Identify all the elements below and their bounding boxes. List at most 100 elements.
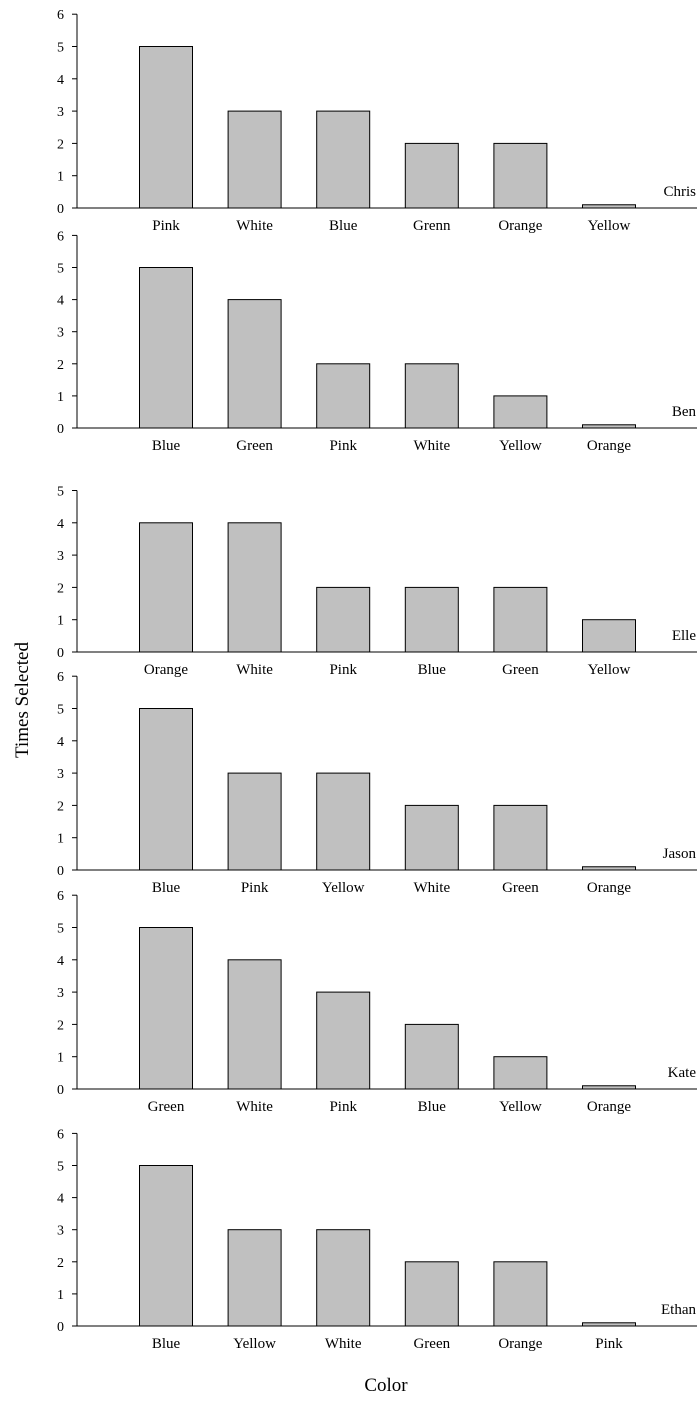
bar bbox=[582, 1322, 636, 1327]
panel-name: Chris bbox=[663, 184, 696, 200]
y-tick-label: 0 bbox=[57, 202, 64, 217]
category-label: White bbox=[236, 1099, 273, 1115]
panel-name: Kate bbox=[668, 1065, 697, 1081]
category-label: White bbox=[413, 880, 450, 896]
bar bbox=[139, 1165, 193, 1327]
y-tick-label: 6 bbox=[57, 1127, 64, 1142]
y-tick-label: 2 bbox=[57, 137, 64, 152]
y-tick-label: 5 bbox=[57, 41, 64, 56]
bar bbox=[582, 204, 636, 209]
bar bbox=[139, 522, 193, 653]
category-label: Blue bbox=[329, 218, 358, 234]
bar bbox=[227, 299, 282, 429]
category-label: Orange bbox=[587, 880, 631, 896]
y-tick-label: 0 bbox=[57, 1083, 64, 1098]
category-label: Blue bbox=[152, 1336, 181, 1352]
category-label: Pink bbox=[152, 218, 180, 234]
y-tick-label: 0 bbox=[57, 646, 64, 661]
category-label: Yellow bbox=[499, 438, 542, 454]
y-tick-label: 3 bbox=[57, 105, 64, 120]
y-tick-label: 0 bbox=[57, 864, 64, 879]
bar bbox=[404, 1023, 459, 1090]
y-tick-label: 0 bbox=[57, 1320, 64, 1335]
y-tick-label: 5 bbox=[57, 1160, 64, 1175]
y-tick-label: 6 bbox=[57, 670, 64, 685]
category-label: White bbox=[325, 1336, 362, 1352]
category-label: Pink bbox=[241, 880, 269, 896]
category-label: Blue bbox=[418, 1099, 447, 1115]
panel-name: Ben bbox=[672, 404, 697, 420]
bar bbox=[404, 804, 459, 871]
category-label: Grenn bbox=[413, 218, 451, 234]
category-label: Green bbox=[236, 438, 273, 454]
y-tick-label: 4 bbox=[57, 954, 64, 969]
y-tick-label: 5 bbox=[57, 922, 64, 937]
category-label: Orange bbox=[498, 1336, 542, 1352]
y-tick-label: 0 bbox=[57, 422, 64, 437]
bar bbox=[582, 866, 636, 871]
category-label: Orange bbox=[498, 218, 542, 234]
bar bbox=[316, 110, 371, 209]
category-label: Yellow bbox=[499, 1099, 542, 1115]
bar bbox=[493, 1056, 548, 1090]
y-tick-label: 1 bbox=[57, 1051, 64, 1066]
panel-chris: 0 1 2 3 4 5 6 Pink White Blue Grenn Orange Yellow Chr… bbox=[57, 8, 697, 234]
panel-ethan: 0 1 2 3 4 5 6 Blue Yellow White Green Orange Pink Eth… bbox=[57, 1127, 697, 1352]
category-label: Blue bbox=[152, 880, 181, 896]
y-tick-label: 3 bbox=[57, 1224, 64, 1239]
y-tick-label: 3 bbox=[57, 986, 64, 1001]
panel-name: Elle bbox=[672, 628, 696, 644]
y-tick-label: 3 bbox=[57, 549, 64, 564]
y-tick-label: 3 bbox=[57, 326, 64, 341]
y-tick-label: 6 bbox=[57, 8, 64, 23]
category-label: Yellow bbox=[588, 662, 631, 678]
bar bbox=[227, 522, 282, 653]
category-label: Green bbox=[148, 1099, 185, 1115]
bar bbox=[582, 1085, 636, 1090]
bar bbox=[139, 927, 193, 1090]
y-tick-label: 2 bbox=[57, 358, 64, 373]
y-tick-label: 1 bbox=[57, 832, 64, 847]
y-tick-label: 4 bbox=[57, 735, 64, 750]
bar bbox=[227, 772, 282, 871]
category-label: Blue bbox=[152, 438, 181, 454]
y-axis-title: Times Selected bbox=[12, 642, 33, 758]
category-label: Pink bbox=[329, 662, 357, 678]
category-label: White bbox=[236, 662, 273, 678]
category-label: Green bbox=[502, 662, 539, 678]
bar bbox=[227, 959, 282, 1090]
category-label: Orange bbox=[587, 438, 631, 454]
y-tick-label: 6 bbox=[57, 229, 64, 244]
bar bbox=[404, 363, 459, 429]
category-label: Green bbox=[413, 1336, 450, 1352]
y-tick-label: 5 bbox=[57, 262, 64, 277]
x-axis-title: Color bbox=[364, 1375, 408, 1396]
bar bbox=[139, 267, 193, 429]
category-label: Yellow bbox=[233, 1336, 276, 1352]
bar bbox=[493, 395, 548, 429]
bar bbox=[316, 586, 371, 653]
panel-name: Jason bbox=[663, 846, 697, 862]
category-label: Orange bbox=[144, 662, 188, 678]
bar bbox=[227, 110, 282, 209]
bar bbox=[316, 363, 371, 429]
panel-elle: 0 1 2 3 4 5 Orange White Pink Blue Green Yellow Elle bbox=[57, 485, 697, 678]
panel-jason: 0 1 2 3 4 5 6 Blue Pink Yellow White Green Orange Jas… bbox=[57, 670, 697, 896]
panel-kate: 0 1 2 3 4 5 6 Green White Pink Blue Yellow Orange Kat… bbox=[57, 889, 697, 1115]
category-label: Orange bbox=[587, 1099, 631, 1115]
bar bbox=[493, 142, 548, 209]
bar bbox=[404, 142, 459, 209]
y-tick-label: 5 bbox=[57, 485, 64, 500]
category-label: White bbox=[236, 218, 273, 234]
bar bbox=[139, 46, 193, 209]
bar bbox=[493, 586, 548, 653]
bar bbox=[493, 804, 548, 871]
panel-name: Ethan bbox=[661, 1302, 696, 1318]
panel-ben: 0 1 2 3 4 5 6 Blue Green Pink White Yellow Orange Ben bbox=[57, 229, 697, 454]
bar bbox=[139, 708, 193, 871]
category-label: Pink bbox=[329, 438, 357, 454]
bar bbox=[404, 1261, 459, 1327]
y-tick-label: 4 bbox=[57, 73, 64, 88]
bar bbox=[316, 772, 371, 871]
